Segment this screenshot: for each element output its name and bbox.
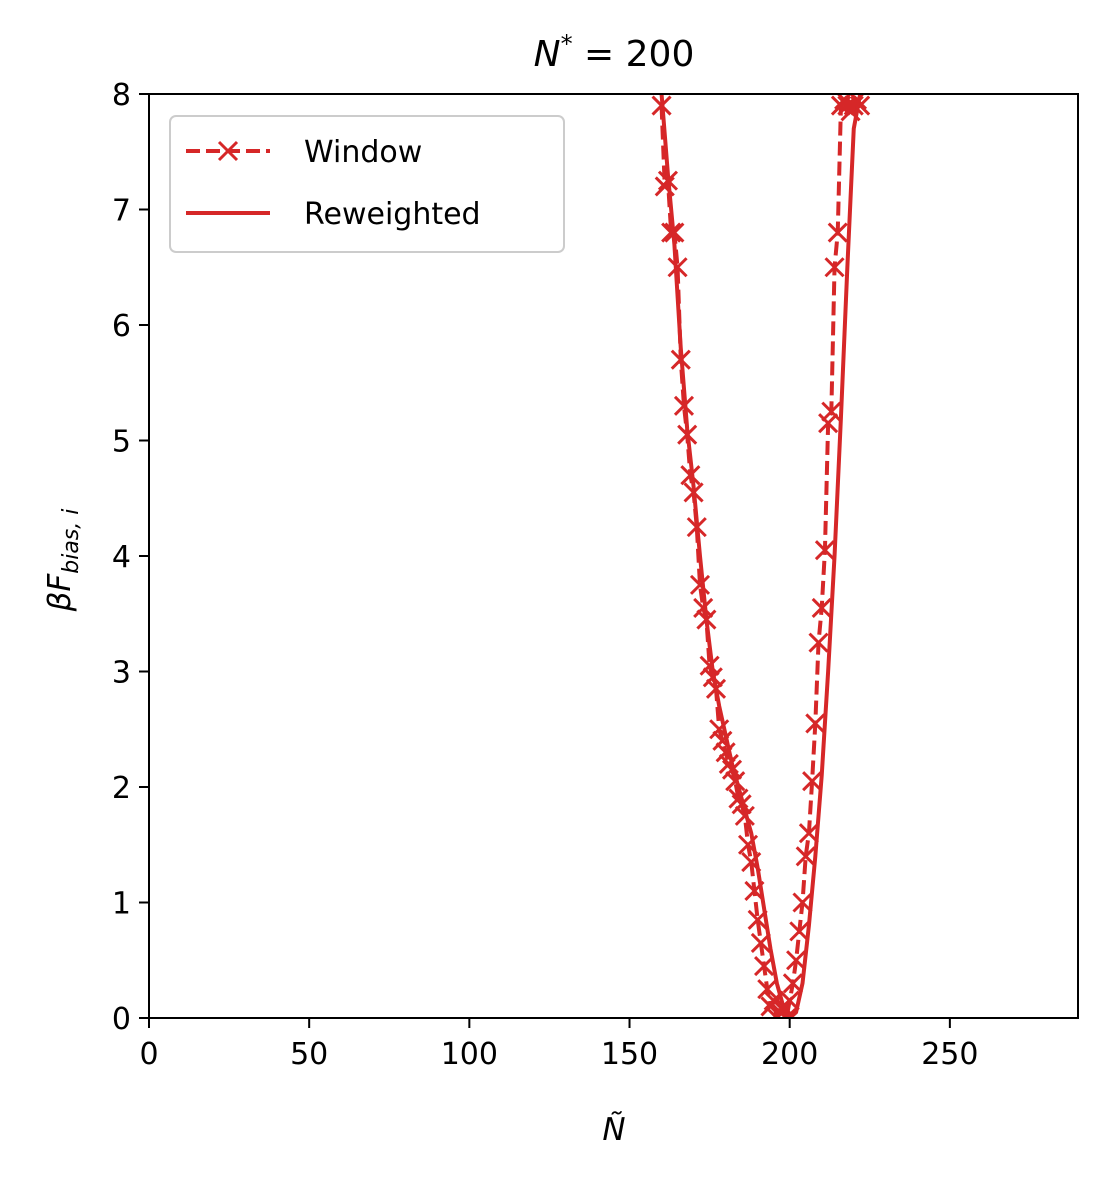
y-axis: 0 1 2 3 4 5 6 7 8 [112, 78, 149, 1037]
series-window-point [789, 921, 810, 942]
series-window-point [776, 1007, 797, 1018]
legend-reweighted-label: Reweighted [304, 197, 481, 232]
series-window-point [786, 950, 807, 971]
y-tick-label: 0 [112, 1002, 131, 1037]
y-tick-label: 3 [112, 656, 131, 691]
series-window-point [850, 95, 871, 116]
y-tick-label: 2 [112, 771, 131, 806]
legend: Window Reweighted [169, 115, 565, 253]
chart-title: N* = 200 [534, 30, 695, 75]
series-window-point [814, 540, 835, 561]
series-window-point [824, 257, 845, 278]
series-window-point [766, 1007, 787, 1018]
y-tick-label: 1 [112, 887, 131, 922]
series-window-point [689, 574, 711, 595]
x-tick-label: 150 [601, 1037, 658, 1072]
series-window-point [795, 846, 816, 867]
series-window-point [693, 597, 714, 619]
legend-window-marker [217, 140, 239, 162]
legend-window-label: Window [304, 135, 422, 170]
y-tick-label: 6 [112, 309, 131, 344]
x-tick-label: 250 [921, 1037, 978, 1072]
series-window-point [821, 401, 842, 422]
series-window-point [846, 94, 868, 110]
series-window-point [757, 979, 778, 1000]
series-window-point [827, 222, 848, 243]
series-window-point [805, 713, 826, 734]
series-window-point [754, 955, 775, 977]
series-window-point [699, 655, 720, 676]
x-tick-label: 200 [761, 1037, 818, 1072]
y-tick-label: 8 [112, 78, 131, 113]
series-reweighted-line [659, 94, 863, 1018]
y-axis-title: βFbias, i [42, 509, 84, 613]
y-tick-label: 4 [112, 540, 131, 575]
x-axis-title: Ñ [602, 1112, 625, 1148]
series-layer [651, 94, 871, 1018]
series-window-point [782, 973, 803, 994]
y-tick-label: 7 [112, 194, 131, 229]
series-window-point [818, 413, 839, 434]
x-axis: 0 50 100 150 200 250 [139, 1018, 978, 1072]
series-window-point [802, 771, 823, 792]
series-window-point [811, 597, 832, 619]
x-tick-label: 100 [441, 1037, 498, 1072]
series-window-point [808, 632, 829, 653]
y-tick-label: 5 [112, 425, 131, 460]
x-tick-label: 0 [139, 1037, 158, 1072]
series-window-point [661, 222, 682, 243]
x-tick-label: 50 [290, 1037, 328, 1072]
